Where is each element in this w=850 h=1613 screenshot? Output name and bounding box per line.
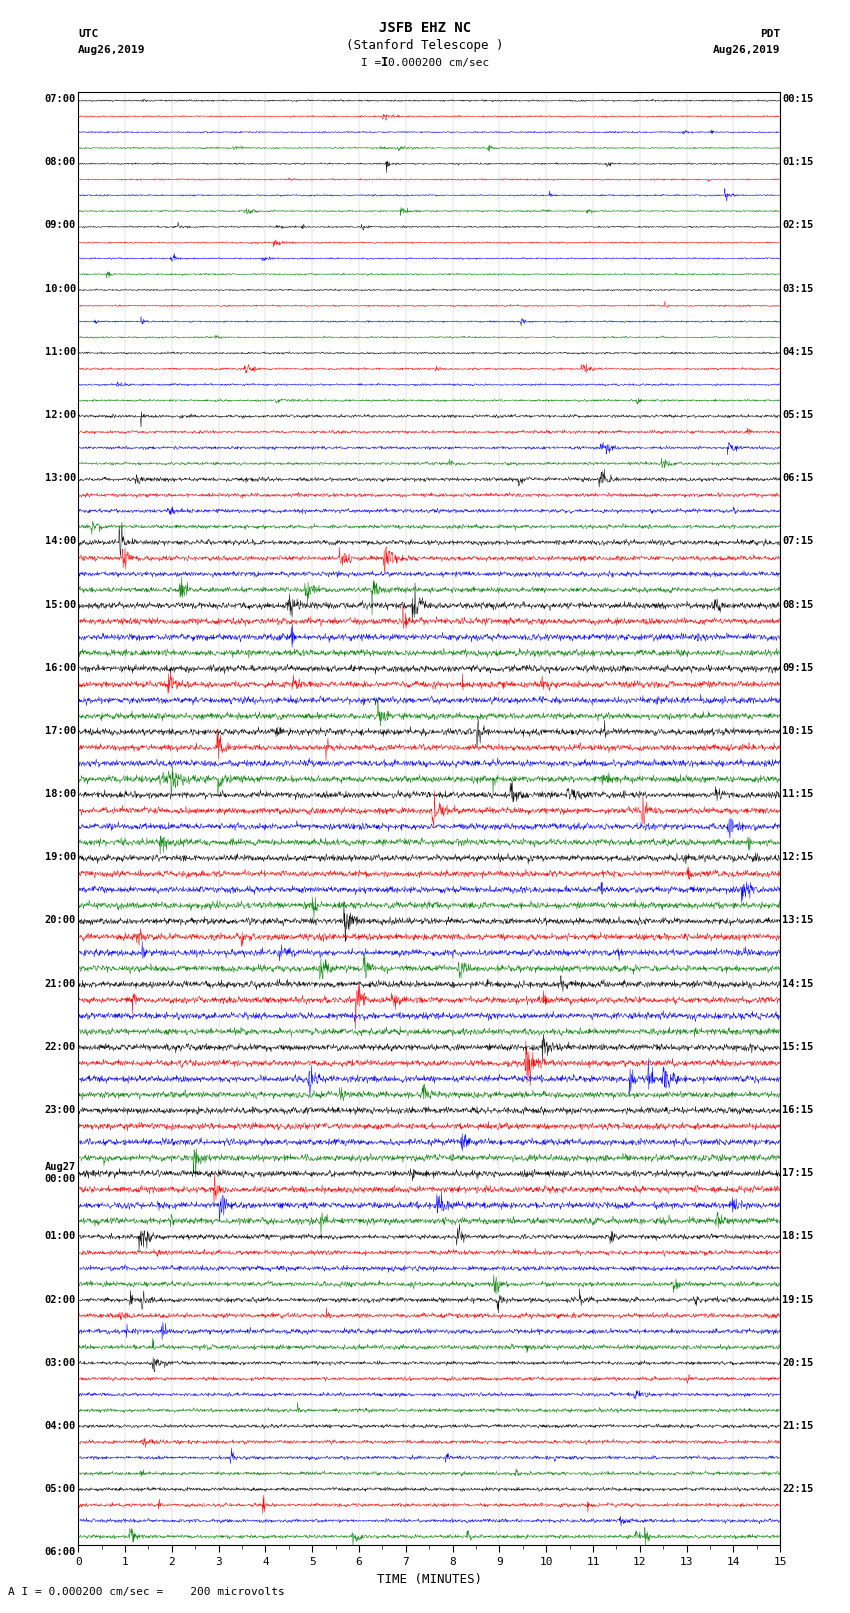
X-axis label: TIME (MINUTES): TIME (MINUTES): [377, 1573, 482, 1586]
Text: 17:00: 17:00: [45, 726, 76, 736]
Text: 22:15: 22:15: [782, 1484, 813, 1494]
Text: 16:00: 16:00: [45, 663, 76, 673]
Text: 13:00: 13:00: [45, 473, 76, 484]
Text: 05:00: 05:00: [45, 1484, 76, 1494]
Text: A I = 0.000200 cm/sec =    200 microvolts: A I = 0.000200 cm/sec = 200 microvolts: [8, 1587, 286, 1597]
Text: 02:15: 02:15: [782, 221, 813, 231]
Text: 03:15: 03:15: [782, 284, 813, 294]
Text: Aug26,2019: Aug26,2019: [713, 45, 780, 55]
Text: 21:15: 21:15: [782, 1421, 813, 1431]
Text: Aug26,2019: Aug26,2019: [78, 45, 145, 55]
Text: 05:15: 05:15: [782, 410, 813, 419]
Text: 00:15: 00:15: [782, 94, 813, 105]
Text: 09:15: 09:15: [782, 663, 813, 673]
Text: 13:15: 13:15: [782, 916, 813, 926]
Text: 18:00: 18:00: [45, 789, 76, 798]
Text: 19:15: 19:15: [782, 1295, 813, 1305]
Text: 04:15: 04:15: [782, 347, 813, 356]
Text: 08:15: 08:15: [782, 600, 813, 610]
Text: 14:00: 14:00: [45, 537, 76, 547]
Text: PDT: PDT: [760, 29, 780, 39]
Text: 11:00: 11:00: [45, 347, 76, 356]
Text: Aug27
00:00: Aug27 00:00: [45, 1163, 76, 1184]
Text: 12:15: 12:15: [782, 852, 813, 863]
Text: 20:15: 20:15: [782, 1358, 813, 1368]
Text: 06:00: 06:00: [45, 1547, 76, 1558]
Text: 20:00: 20:00: [45, 916, 76, 926]
Text: 10:15: 10:15: [782, 726, 813, 736]
Text: I = 0.000200 cm/sec: I = 0.000200 cm/sec: [361, 58, 489, 68]
Text: 01:00: 01:00: [45, 1231, 76, 1242]
Text: 07:00: 07:00: [45, 94, 76, 105]
Text: 11:15: 11:15: [782, 789, 813, 798]
Text: 17:15: 17:15: [782, 1168, 813, 1177]
Text: 04:00: 04:00: [45, 1421, 76, 1431]
Text: 16:15: 16:15: [782, 1105, 813, 1115]
Text: 22:00: 22:00: [45, 1042, 76, 1052]
Text: (Stanford Telescope ): (Stanford Telescope ): [346, 39, 504, 53]
Text: 10:00: 10:00: [45, 284, 76, 294]
Text: 08:00: 08:00: [45, 156, 76, 168]
Text: 02:00: 02:00: [45, 1295, 76, 1305]
Text: 23:00: 23:00: [45, 1105, 76, 1115]
Text: I: I: [382, 56, 388, 69]
Text: UTC: UTC: [78, 29, 99, 39]
Text: 09:00: 09:00: [45, 221, 76, 231]
Text: JSFB EHZ NC: JSFB EHZ NC: [379, 21, 471, 35]
Text: 07:15: 07:15: [782, 537, 813, 547]
Text: 03:00: 03:00: [45, 1358, 76, 1368]
Text: 06:15: 06:15: [782, 473, 813, 484]
Text: 15:15: 15:15: [782, 1042, 813, 1052]
Text: 14:15: 14:15: [782, 979, 813, 989]
Text: 15:00: 15:00: [45, 600, 76, 610]
Text: 12:00: 12:00: [45, 410, 76, 419]
Text: 21:00: 21:00: [45, 979, 76, 989]
Text: 01:15: 01:15: [782, 156, 813, 168]
Text: 19:00: 19:00: [45, 852, 76, 863]
Text: 18:15: 18:15: [782, 1231, 813, 1242]
